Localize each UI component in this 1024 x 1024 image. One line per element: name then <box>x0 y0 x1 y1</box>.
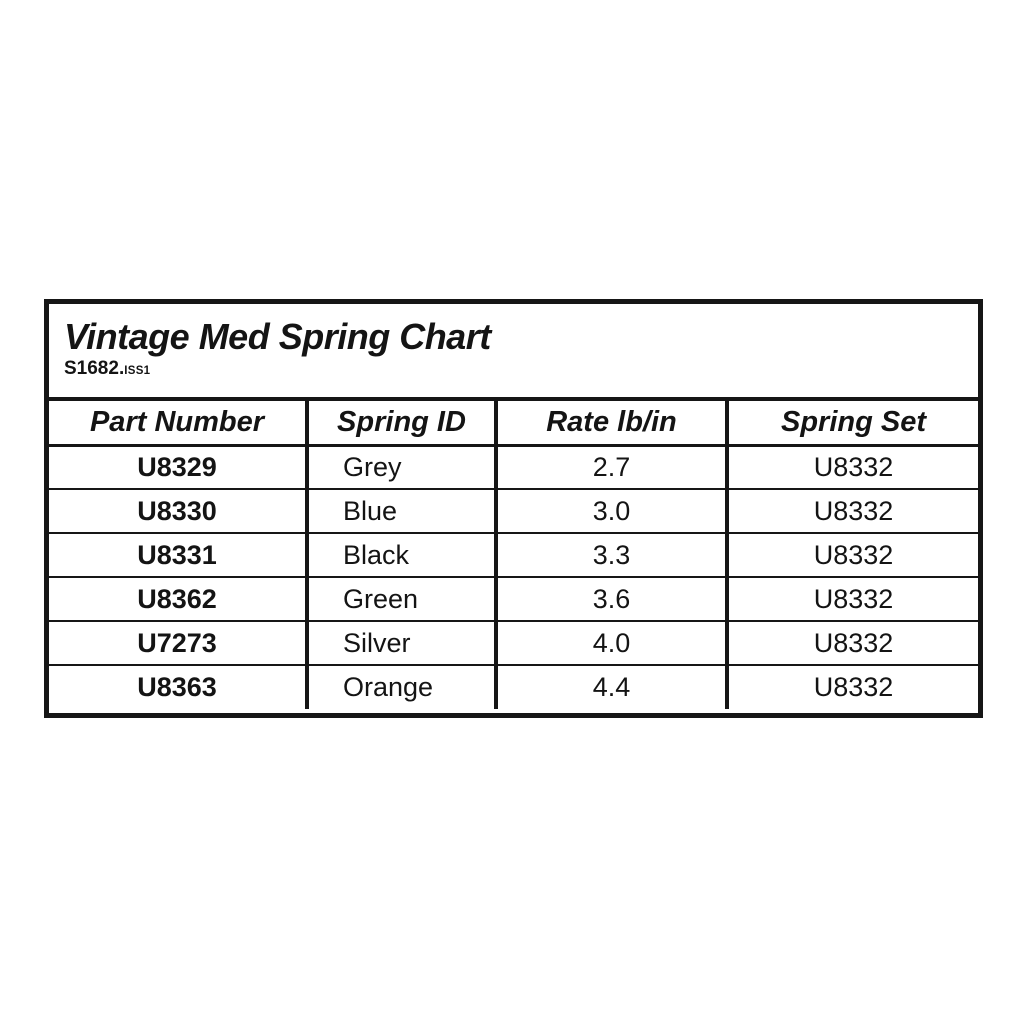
cell-part-number: U8363 <box>49 664 307 709</box>
cell-spring-set: U8332 <box>725 532 978 577</box>
cell-spring-set: U8332 <box>725 576 978 621</box>
table-row: U8330 Blue 3.0 U8332 <box>49 488 978 533</box>
cell-rate: 3.3 <box>494 532 727 577</box>
spring-table: Part Number Spring ID Rate lb/in Spring … <box>49 401 978 709</box>
cell-rate: 4.4 <box>494 664 727 709</box>
cell-rate: 3.0 <box>494 488 727 533</box>
cell-part-number: U8362 <box>49 576 307 621</box>
cell-spring-set: U8332 <box>725 445 978 489</box>
column-header-spring-id: Spring ID <box>305 401 496 447</box>
cell-spring-id: Green <box>305 576 496 621</box>
column-header-rate: Rate lb/in <box>494 401 727 447</box>
cell-spring-id: Orange <box>305 664 496 709</box>
table-row: U8362 Green 3.6 U8332 <box>49 576 978 621</box>
table-row: U8329 Grey 2.7 U8332 <box>49 445 978 489</box>
cell-part-number: U8330 <box>49 488 307 533</box>
table-header-row: Part Number Spring ID Rate lb/in Spring … <box>49 401 978 447</box>
cell-spring-id: Silver <box>305 620 496 665</box>
cell-rate: 4.0 <box>494 620 727 665</box>
spring-chart-sheet: Vintage Med Spring Chart S1682.ISS1 Part… <box>44 299 983 718</box>
column-header-part-number: Part Number <box>49 401 307 447</box>
title-block: Vintage Med Spring Chart S1682.ISS1 <box>49 304 978 401</box>
cell-spring-id: Grey <box>305 445 496 489</box>
cell-part-number: U8329 <box>137 451 217 482</box>
table-row: U7273 Silver 4.0 U8332 <box>49 620 978 665</box>
cell-rate: 3.6 <box>494 576 727 621</box>
cell-part-number: U8331 <box>49 532 307 577</box>
doc-issue-text: ISS1 <box>124 365 151 377</box>
cell-spring-set: U8332 <box>725 488 978 533</box>
cell-spring-set: U8332 <box>725 664 978 709</box>
doc-number-text: S1682. <box>64 358 125 379</box>
cell-spring-set: U8332 <box>725 620 978 665</box>
document-number: S1682.ISS1 <box>64 359 978 381</box>
cell-spring-id: Blue <box>305 488 496 533</box>
column-header-spring-set: Spring Set <box>725 401 978 447</box>
cell-part-number: U7273 <box>49 620 307 665</box>
cell-rate: 2.7 <box>494 445 727 489</box>
page-title: Vintage Med Spring Chart <box>64 316 491 357</box>
table-row: U8363 Orange 4.4 U8332 <box>49 664 978 709</box>
table-row: U8331 Black 3.3 U8332 <box>49 532 978 577</box>
cell-spring-id: Black <box>305 532 496 577</box>
